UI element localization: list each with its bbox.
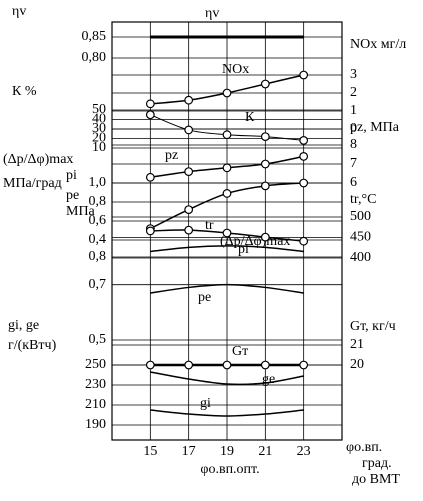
marker [260,159,270,169]
marker [184,125,194,135]
axis-label: pe [66,188,79,203]
x-axis-unit: град. [362,456,392,471]
y-tick-label: 0,80 [82,50,107,65]
series-line [150,371,304,386]
y2-tick-label: 400 [350,250,371,265]
y-tick-label: 10 [92,140,106,155]
marker [299,135,309,145]
y2-tick-label: 20 [350,357,364,372]
y2-tick-label: 6 [350,175,357,190]
y-tick-label: 190 [85,417,106,432]
series-label: NOx [222,62,249,77]
marker [260,232,270,242]
series-label: pz [165,148,178,163]
y-tick-label: 1,0 [89,175,107,190]
y2-tick-label: 2 [350,85,357,100]
series-line [150,409,304,417]
marker [299,178,309,188]
marker [184,205,194,215]
y2-tick-label: 500 [350,209,371,224]
x-axis-unit: до ВМТ [352,472,400,487]
y-tick-label: 20 [92,131,106,146]
marker [260,132,270,142]
series-label: gi [200,396,211,411]
series-label: ge [262,372,275,387]
x-tick-label: 15 [143,444,157,459]
marker [299,360,309,370]
y2-tick-label: 3 [350,67,357,82]
marker [260,79,270,89]
y2-tick-label: 1 [350,103,357,118]
axis-label: pi [66,168,77,183]
marker [222,88,232,98]
axis-label: г/(кВтч) [8,338,57,353]
series-line [150,245,304,253]
axis-label: pz, МПа [350,120,400,135]
axis-label: МПа/град [3,176,62,191]
axis-label: tr,°C [350,192,376,207]
marker [222,228,232,238]
marker [184,225,194,235]
y2-tick-label: 450 [350,230,371,245]
axis-label: gi, ge [8,318,39,333]
marker [299,151,309,161]
marker [145,110,155,120]
y2-tick-label: 7 [350,156,357,171]
y-tick-label: 0,8 [89,194,107,209]
marker [184,95,194,105]
annotation: φо.вп.опт. [200,462,259,477]
marker [222,130,232,140]
series-label: pe [198,290,211,305]
y-tick-label: 0,6 [89,213,107,228]
y2-tick-label: 8 [350,137,357,152]
y2-tick-label: 0 [350,121,357,136]
marker [299,70,309,80]
y-tick-label: 250 [85,357,106,372]
axis-label: (Δp/Δφ)max [3,152,73,167]
marker [184,360,194,370]
y-tick-label: 0,85 [82,29,107,44]
marker [145,226,155,236]
axis-label: К % [12,84,37,99]
x-tick-label: 21 [258,444,272,459]
x-tick-label: 17 [182,444,196,459]
marker [184,167,194,177]
marker [145,99,155,109]
y-tick-label: 30 [92,121,106,136]
y-tick-label: 230 [85,377,106,392]
marker [145,172,155,182]
marker [260,181,270,191]
marker [299,236,309,246]
series-label: tr [205,218,214,233]
y-tick-label: 40 [92,112,106,127]
y-tick-label: 210 [85,397,106,412]
y-tick-label: 50 [92,102,106,117]
y-tick-label: 0,7 [89,277,107,292]
series-label: pi [238,242,249,257]
axis-label: ηv [12,4,26,19]
series-line [150,283,304,294]
marker [222,189,232,198]
series-label: К [245,110,255,125]
axis-label: NOx мг/л [350,37,406,52]
marker [222,360,232,370]
axis-label: Gт, кг/ч [350,319,396,334]
x-axis-label: φо.вп. [346,440,382,455]
marker [145,360,155,370]
series-label: Gт [232,344,248,359]
y2-tick-label: 21 [350,337,364,352]
marker [260,360,270,370]
x-tick-label: 23 [297,444,311,459]
y-tick-label: 0,4 [89,232,107,247]
y-tick-label: 0,5 [89,332,107,347]
series-label: ηv [205,6,219,21]
axis-label: МПа [66,204,96,219]
x-tick-label: 19 [220,444,234,459]
marker [222,163,232,173]
y-tick-label: 0,8 [89,249,107,264]
